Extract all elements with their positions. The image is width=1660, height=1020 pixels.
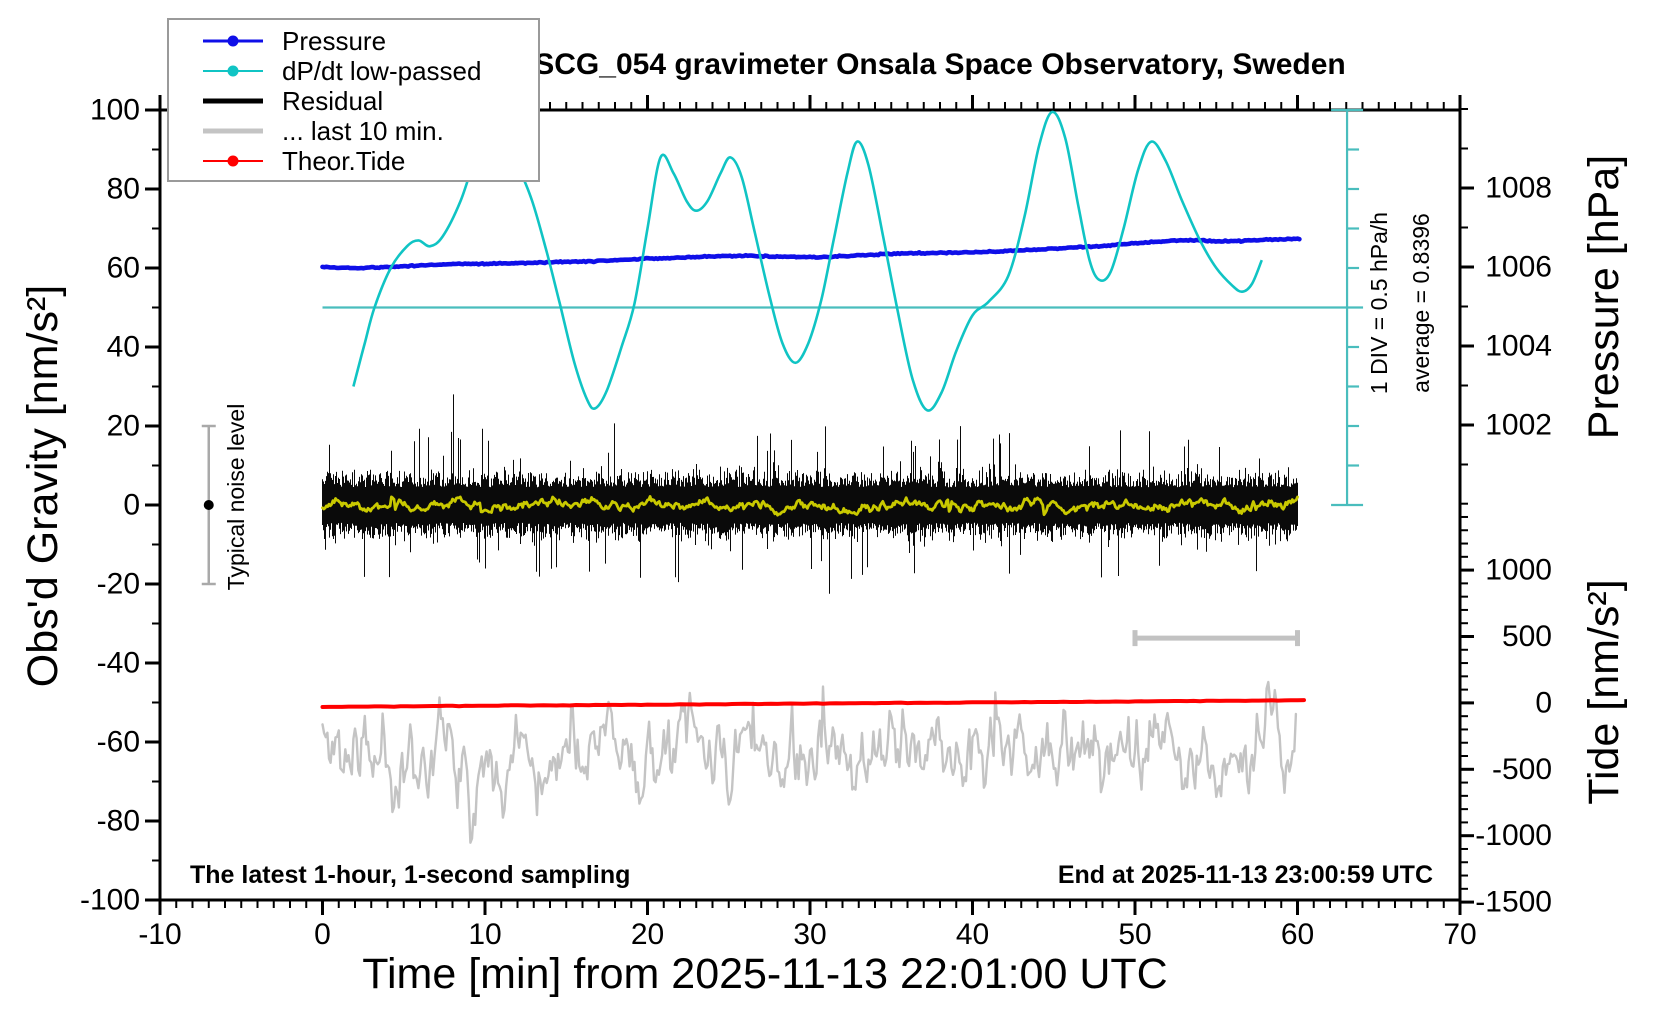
tide-tick-label: 1000	[1485, 554, 1552, 587]
legend-item-label: Theor.Tide	[282, 145, 406, 176]
legend-dot-sample	[227, 65, 239, 77]
y-left-tick-label: -60	[97, 726, 140, 759]
y-left-tick-label: 80	[107, 173, 140, 206]
y-left-tick-label: -100	[80, 884, 140, 917]
legend-swatch	[203, 56, 263, 86]
legend: Pressure dP/dt low-passed Residual... last…	[167, 18, 540, 182]
legend-dot-sample	[227, 35, 239, 47]
legend-item-4: Theor.Tide	[169, 146, 538, 176]
x-tick-label: -10	[138, 918, 181, 951]
legend-swatch	[203, 116, 263, 146]
y-left-axis-title: Obs'd Gravity [nm/s²]	[19, 284, 67, 688]
y-left-tick-label: 100	[90, 94, 140, 127]
legend-line-sample	[203, 98, 263, 104]
noise-level-annotation: Typical noise level	[223, 403, 249, 591]
series-pressure	[320, 236, 1302, 271]
legend-item-label: Residual	[282, 85, 384, 116]
legend-dot-sample	[227, 155, 239, 167]
x-tick-label: 50	[1118, 918, 1151, 951]
y-left-tick-label: -40	[97, 647, 140, 680]
x-tick-label: 70	[1443, 918, 1476, 951]
y-left-tick-label: 40	[107, 331, 140, 364]
y-left-tick-label: 60	[107, 252, 140, 285]
div-scale-annotation: 1 DIV = 0.5 hPa/h	[1366, 211, 1392, 395]
legend-swatch	[203, 86, 263, 116]
legend-item-3: ... last 10 min.	[169, 116, 538, 146]
tide-tick-label: 500	[1502, 620, 1552, 653]
x-tick-label: 10	[468, 918, 501, 951]
x-tick-label: 60	[1281, 918, 1314, 951]
tide-tick-label: -500	[1492, 753, 1552, 786]
tide-tick-label: -1000	[1475, 819, 1552, 852]
legend-item-label: Pressure	[282, 25, 387, 56]
series-last-10-min	[321, 680, 1298, 844]
x-tick-label: 20	[631, 918, 664, 951]
y-left-tick-label: 20	[107, 410, 140, 443]
x-tick-label: 40	[956, 918, 989, 951]
y-left-tick-label: -80	[97, 805, 140, 838]
legend-item-label: ... last 10 min.	[282, 115, 444, 146]
series-residual	[322, 394, 1298, 594]
pressure-tick-label: 1004	[1485, 330, 1552, 363]
x-tick-label: 0	[314, 918, 331, 951]
legend-swatch	[203, 26, 263, 56]
legend-line-sample	[203, 128, 263, 134]
tide-tick-label: -1500	[1475, 886, 1552, 919]
y-left-tick-label: -20	[97, 568, 140, 601]
legend-item-2: Residual	[169, 86, 538, 116]
pressure-tick-label: 1008	[1485, 172, 1552, 205]
end-time-annotation: End at 2025-11-13 23:00:59 UTC	[1057, 861, 1433, 889]
sampling-annotation: The latest 1-hour, 1-second sampling	[190, 861, 631, 889]
series-theor-tide	[320, 698, 1306, 709]
tide-tick-label: 0	[1535, 686, 1552, 719]
legend-item-0: Pressure	[169, 26, 538, 56]
legend-swatch	[203, 146, 263, 176]
tide-axis-title: Tide [nm/s²]	[1580, 579, 1628, 805]
y-left-tick-label: 0	[123, 489, 140, 522]
average-annotation: average = 0.8396	[1408, 213, 1434, 393]
legend-item-label: dP/dt low-passed	[282, 55, 482, 86]
series-smoothed-residual	[321, 495, 1299, 517]
legend-item-1: dP/dt low-passed	[169, 56, 538, 86]
pressure-tick-label: 1002	[1485, 409, 1552, 442]
x-tick-label: 30	[793, 918, 826, 951]
x-axis-title: Time [min] from 2025-11-13 22:01:00 UTC	[362, 950, 1168, 998]
noise-level-dot	[203, 500, 214, 510]
chart-title: SCG_054 gravimeter Onsala Space Observat…	[534, 48, 1346, 81]
pressure-tick-label: 1006	[1485, 251, 1552, 284]
